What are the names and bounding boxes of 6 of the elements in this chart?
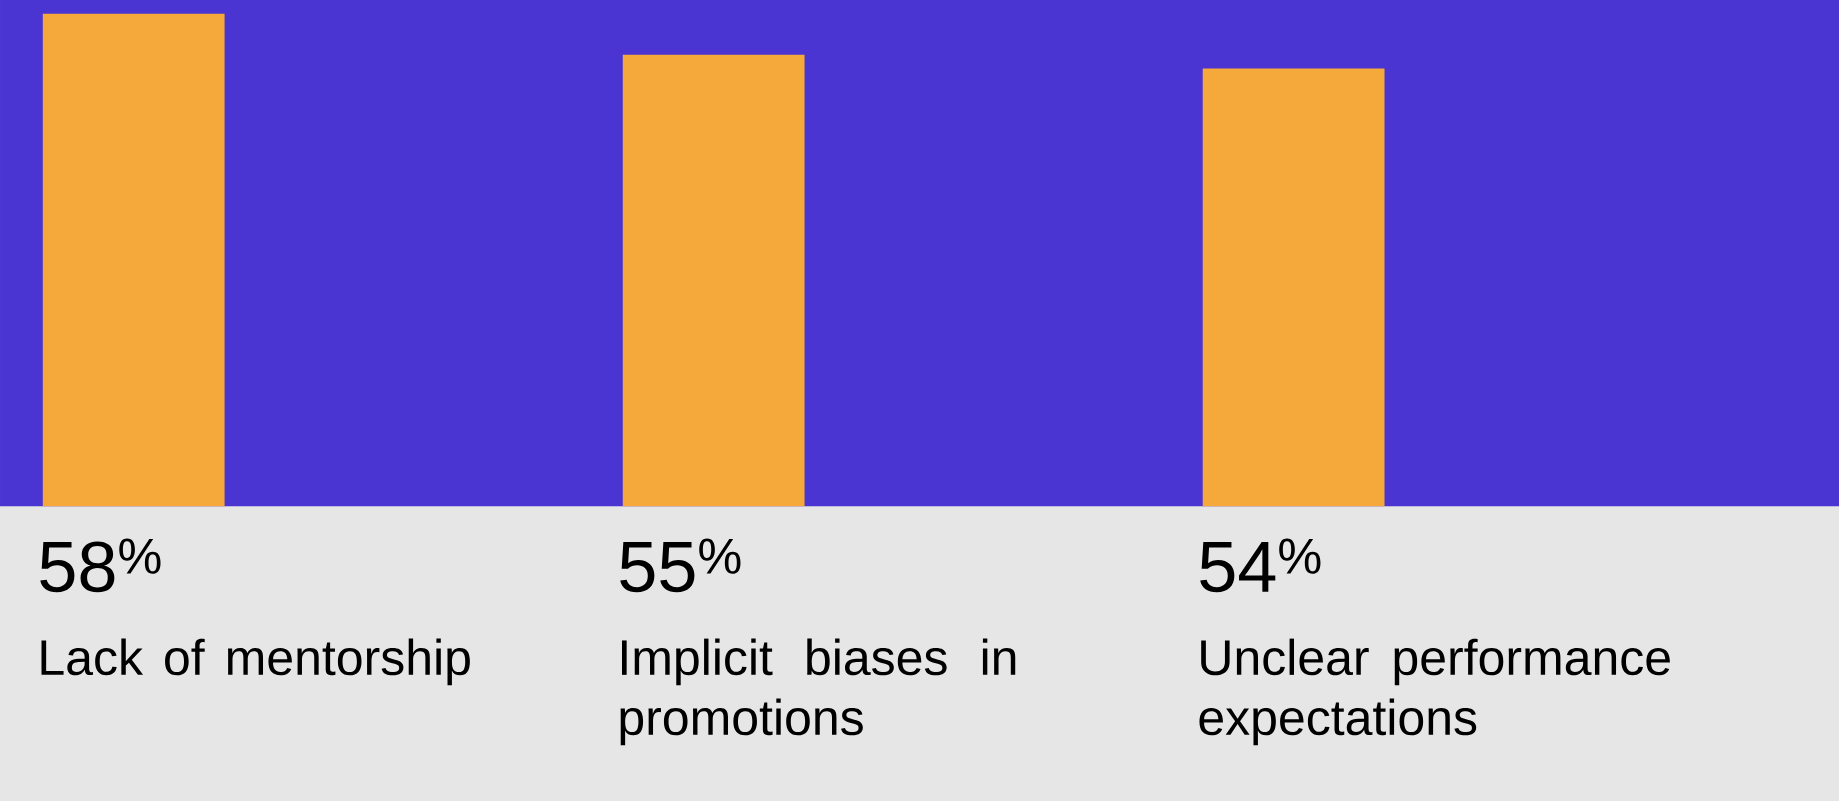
data-label: 54$^{%}$ xyxy=(1200,538,1321,593)
data-label: 55$^{%}$ xyxy=(620,538,741,593)
x-tick-label: Implicit biases in promotions xyxy=(620,638,1016,746)
x-tick-label: Lack of mentorship xyxy=(41,638,470,686)
data-label: 58$^{%}$ xyxy=(40,538,161,593)
x-tick-label: Unclear performance expectations xyxy=(1199,638,1670,746)
